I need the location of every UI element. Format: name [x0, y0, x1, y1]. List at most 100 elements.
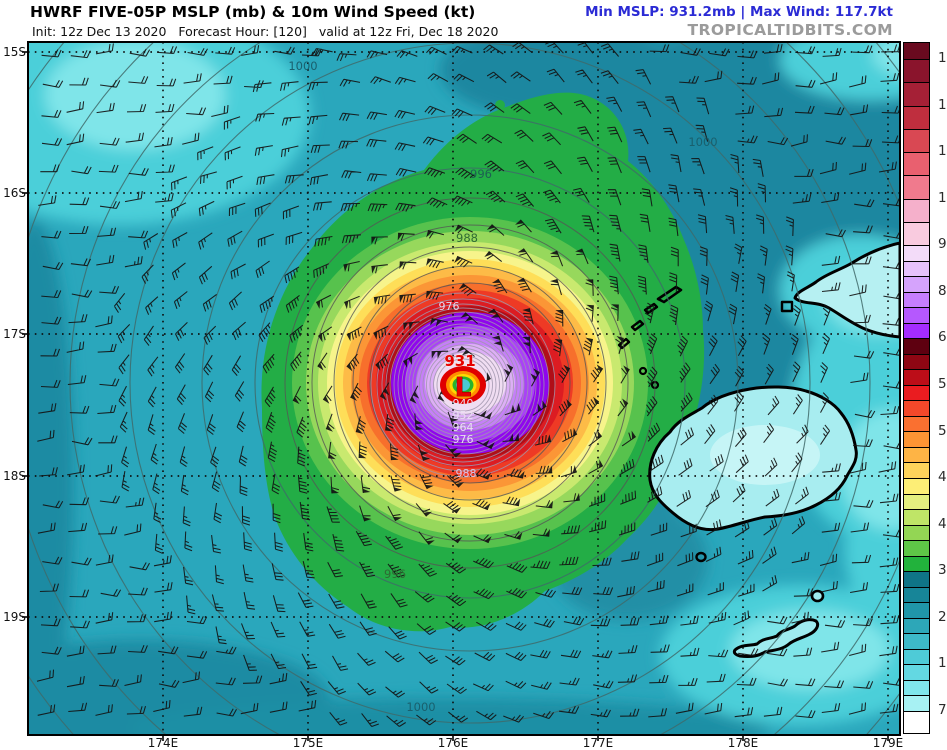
- min-pressure-label: 931: [444, 352, 475, 370]
- island-coastline: [638, 366, 648, 376]
- colorbar-cell: [904, 307, 929, 323]
- colorbar-tick-label: 52: [938, 422, 947, 439]
- island-coastline: [630, 319, 645, 332]
- colorbar-cell: [904, 617, 929, 634]
- colorbar-cell: [904, 322, 929, 339]
- colorbar-tick-label: 140: [938, 96, 947, 113]
- colorbar-cell: [904, 291, 929, 308]
- colorbar-tick-label: 34: [938, 562, 947, 579]
- colorbar-tick-label: 58: [938, 376, 947, 392]
- colorbar-cell: [904, 602, 929, 618]
- colorbar-cell: [904, 679, 929, 696]
- colorbar-cell: [904, 245, 929, 261]
- colorbar-cell: [904, 415, 929, 432]
- colorbar-cell: [904, 493, 929, 510]
- colorbar-tick-label: 16: [938, 655, 947, 672]
- lat-label: 19S: [3, 610, 26, 624]
- contour-label: 1000: [288, 59, 317, 73]
- colorbar-cell: [904, 221, 929, 246]
- colorbar-cell: [904, 384, 929, 401]
- colorbar-cell: [904, 477, 929, 494]
- colorbar-cell: [904, 648, 929, 665]
- contour-label: 1000: [688, 135, 717, 149]
- contour-label: 996: [470, 167, 492, 181]
- contour-label: 1000: [406, 700, 435, 714]
- wind-barbs: [36, 42, 900, 727]
- colorbar: [903, 42, 930, 734]
- colorbar-tick-label: 46: [938, 469, 947, 486]
- graticule: [28, 42, 900, 735]
- colorbar-tick-label: 40: [938, 515, 947, 532]
- island-coastline: [643, 302, 659, 315]
- lat-label: 16S: [3, 186, 26, 200]
- water-shade-patch: [872, 42, 900, 76]
- lon-label: 179E: [872, 736, 904, 750]
- colorbar-cell: [904, 509, 929, 525]
- colorbar-cell: [904, 105, 929, 129]
- island-coastline: [732, 618, 820, 658]
- colorbar-tick-label: 80: [938, 282, 947, 299]
- contour-label: 988: [456, 467, 477, 480]
- model-stats: Min MSLP: 931.2mb | Max Wind: 117.7kt: [585, 4, 893, 20]
- colorbar-cell: [904, 198, 929, 222]
- contour-label: 988: [456, 231, 478, 245]
- colorbar-cell: [904, 540, 929, 556]
- colorbar-cell: [904, 128, 929, 153]
- water-shade-patch: [780, 42, 900, 100]
- colorbar-cell: [904, 82, 929, 106]
- colorbar-cell: [904, 369, 929, 385]
- colorbar-tick-label: 125: [938, 143, 947, 160]
- lon-label: 174E: [147, 736, 179, 750]
- colorbar-cell: [904, 353, 929, 370]
- colorbar-tick-label: 7: [938, 701, 947, 718]
- colorbar-tick-label: 64: [938, 329, 947, 346]
- island-coastline: [810, 589, 825, 603]
- lon-label: 176E: [437, 736, 469, 750]
- lon-label: 177E: [582, 736, 614, 750]
- island-coastline: [780, 300, 794, 313]
- colorbar-tick-label: 25: [938, 608, 947, 625]
- map-frame: [27, 41, 901, 736]
- colorbar-cell: [904, 555, 929, 572]
- colorbar-cell: [904, 152, 929, 176]
- low-center-marker: L: [455, 373, 472, 403]
- colorbar-cell: [904, 59, 929, 83]
- water-shade-patch: [130, 698, 770, 735]
- init-forecast-line: Init: 12z Dec 13 2020 Forecast Hour: [12…: [32, 24, 499, 39]
- contour-label: 940: [453, 397, 474, 410]
- colorbar-cell: [904, 400, 929, 416]
- colorbar-cell: [904, 338, 929, 354]
- colorbar-cell: [904, 695, 929, 711]
- colorbar-tick-label: 110: [938, 189, 947, 206]
- colorbar-cell: [904, 43, 929, 59]
- eye-ring: [456, 379, 470, 391]
- contour-label: 976: [453, 433, 474, 446]
- axis-ticks: [22, 51, 889, 741]
- contour-label: 996: [384, 567, 406, 581]
- colorbar-cell: [904, 175, 929, 199]
- water-shade-patch: [730, 610, 890, 690]
- colorbar-cell: [904, 446, 929, 463]
- contour-label: 976: [439, 300, 460, 313]
- water-shade-patch: [45, 42, 225, 150]
- colorbar-cell: [904, 710, 929, 733]
- contour-label: 964: [453, 421, 474, 434]
- colorbar-tick-label: 155: [938, 50, 947, 66]
- lon-label: 175E: [292, 736, 324, 750]
- watermark: TROPICALTIDBITS.COM: [687, 21, 893, 39]
- island-coastline: [656, 285, 683, 304]
- lat-label: 17S: [3, 327, 26, 341]
- lat-label: 18S: [3, 469, 26, 483]
- colorbar-cell: [904, 664, 929, 680]
- colorbar-tick-label: 96: [938, 236, 947, 253]
- page-title: HWRF FIVE-05P MSLP (mb) & 10m Wind Speed…: [30, 3, 476, 21]
- colorbar-cell: [904, 633, 929, 649]
- island-coastline: [695, 551, 707, 563]
- island-coastline: [650, 380, 660, 390]
- colorbar-cell: [904, 571, 929, 587]
- colorbar-cell: [904, 524, 929, 541]
- colorbar-cell: [904, 431, 929, 447]
- colorbar-cell: [904, 276, 929, 292]
